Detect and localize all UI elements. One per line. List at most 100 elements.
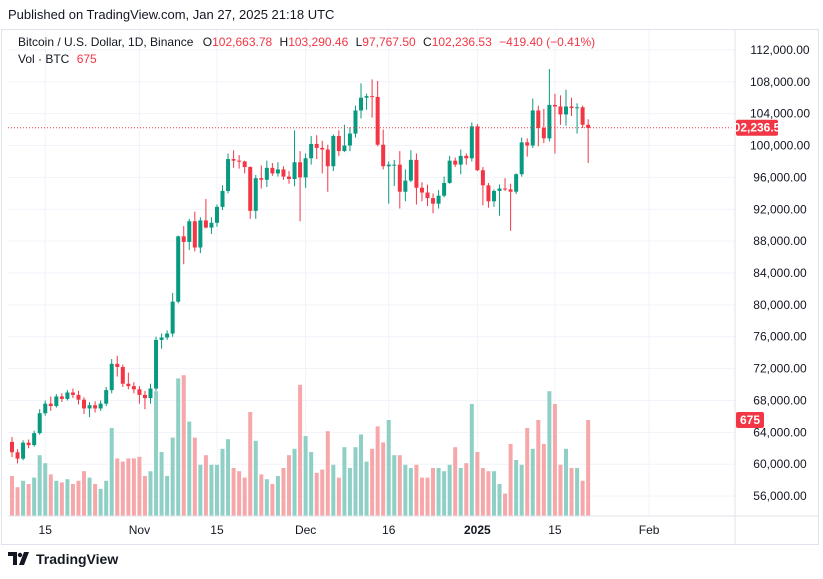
volume-bar <box>580 480 585 516</box>
volume-bar <box>87 477 92 516</box>
volume-bar <box>59 482 64 516</box>
volume-bar <box>15 487 20 516</box>
last-price-text: 102,236.53 <box>727 121 787 135</box>
volume-bar <box>331 464 336 516</box>
symbol-name[interactable]: Bitcoin / U.S. Dollar, 1D, Binance <box>18 35 194 49</box>
ohlc-legend: Bitcoin / U.S. Dollar, 1D, Binance O102,… <box>18 35 599 49</box>
candle-body <box>115 363 120 368</box>
price-tick-label: 60,000.00 <box>753 457 807 471</box>
volume-bar <box>120 461 125 516</box>
candle-body <box>37 413 42 434</box>
volume-bar <box>414 464 419 516</box>
candle-body <box>170 301 175 334</box>
time-tick-label: Nov <box>129 523 150 537</box>
candle-body <box>464 155 469 159</box>
candle-body <box>370 96 375 98</box>
candle-body <box>82 399 87 409</box>
volume-bar <box>469 404 474 516</box>
candle-body <box>176 236 181 302</box>
candle-body <box>242 161 247 168</box>
candle-body <box>381 144 386 167</box>
candle-body <box>320 147 325 150</box>
volume-bar <box>541 444 546 516</box>
volume-bar <box>137 456 142 516</box>
volume-bar <box>65 479 70 516</box>
volume-bar <box>497 484 502 516</box>
volume-bar <box>203 455 208 516</box>
footer-brand[interactable]: TradingView <box>8 551 118 567</box>
volume-bar <box>408 468 413 516</box>
candle-body <box>586 124 591 128</box>
footer-brand-text: TradingView <box>36 551 119 567</box>
price-tick-label: 100,000.00 <box>750 139 810 153</box>
volume-bar <box>353 447 358 516</box>
candle-body <box>248 167 253 211</box>
price-tick-label: 68,000.00 <box>753 393 807 407</box>
candle-body <box>480 170 485 186</box>
volume-bar <box>464 463 469 516</box>
volume-bar <box>525 428 530 516</box>
volume-bar <box>342 447 347 516</box>
volume-bar <box>480 468 485 516</box>
candle-body <box>508 189 513 192</box>
candle-body <box>458 155 463 165</box>
last-price-tag <box>736 119 778 136</box>
volume-layer <box>10 375 591 516</box>
time-tick-label: 15 <box>39 523 53 537</box>
volume-bar <box>325 431 330 516</box>
volume-bar <box>503 493 508 516</box>
volume-bar <box>253 440 258 516</box>
volume-bar <box>458 468 463 516</box>
volume-bar <box>198 464 203 516</box>
candle-body <box>530 110 535 146</box>
candle-body <box>98 403 103 409</box>
candle-body <box>231 159 236 161</box>
volume-bar <box>226 439 231 516</box>
volume-bar <box>192 437 197 516</box>
candle-body <box>336 135 341 152</box>
change-value: −419.40 (−0.41%) <box>499 35 596 49</box>
volume-bar <box>575 468 580 516</box>
candle-body <box>292 162 297 179</box>
volume-bar <box>32 477 37 516</box>
volume-bar <box>491 471 496 516</box>
candle-body <box>447 160 452 183</box>
candle-body <box>519 142 524 175</box>
candle-body <box>214 206 219 223</box>
volume-bar <box>431 468 436 516</box>
volume-bar <box>142 476 147 516</box>
volume-bar <box>76 480 81 516</box>
volume-bar <box>536 420 541 516</box>
volume-bar <box>386 420 391 516</box>
volume-bar <box>21 480 26 516</box>
candle-body <box>275 169 280 174</box>
volume-bar <box>320 469 325 516</box>
volume-bar <box>165 476 170 516</box>
volume-bar <box>586 420 591 516</box>
candle-body <box>314 143 319 148</box>
volume-bar <box>281 468 286 516</box>
volume-bar <box>148 471 153 516</box>
candle-body <box>397 164 402 192</box>
candle-body <box>253 178 258 211</box>
volume-bar <box>336 477 341 516</box>
volume-bar <box>558 464 563 516</box>
candle-body <box>126 383 131 387</box>
volume-bar <box>270 484 275 516</box>
time-tick-label: 15 <box>210 523 224 537</box>
time-tick-label: 16 <box>382 523 396 537</box>
candle-body <box>491 190 496 202</box>
volume-bar <box>126 458 131 516</box>
candle-body <box>154 339 159 389</box>
candle-body <box>148 388 153 399</box>
candle-body <box>525 142 530 146</box>
volume-bar <box>26 484 31 516</box>
price-tick-label: 92,000.00 <box>753 202 807 216</box>
candle-body <box>131 386 136 390</box>
close-value: 102,236.53 <box>431 35 492 49</box>
candle-body <box>564 106 568 115</box>
price-tick-label: 72,000.00 <box>753 362 807 376</box>
candle-body <box>392 164 397 166</box>
candle-body <box>120 367 125 384</box>
